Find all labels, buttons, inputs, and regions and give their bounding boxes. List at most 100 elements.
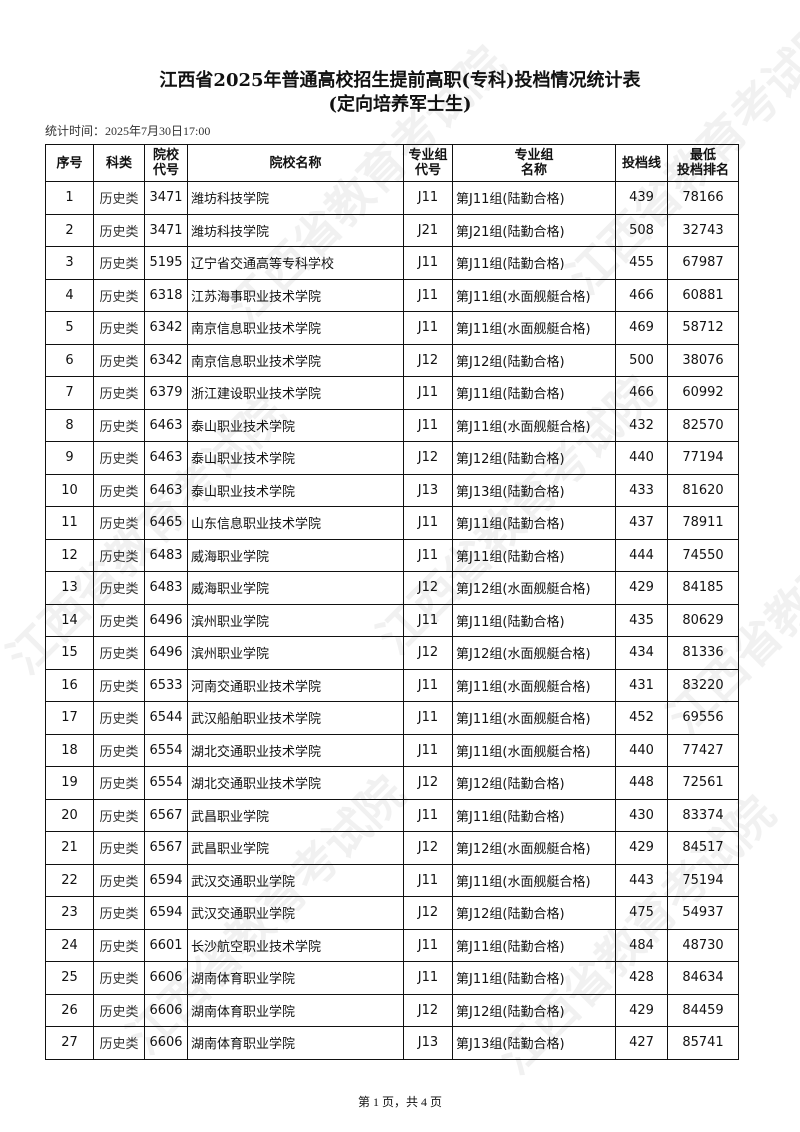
statistics-timestamp: 统计时间：2025年7月30日17:00: [45, 124, 211, 138]
group-code-cell: J12: [403, 636, 453, 670]
category-cell: 历史类: [93, 798, 145, 832]
category-cell: 历史类: [93, 863, 145, 897]
school-code-cell: 6318: [144, 278, 188, 312]
index-cell: 13: [45, 571, 94, 605]
table-row: 10 历史类 6463 泰山职业技术学院 J13 第J13组(陆勤合格) 433 81620: [45, 473, 739, 507]
table-row: 6 历史类 6342 南京信息职业技术学院 J12 第J12组(陆勤合格) 500 38076: [45, 343, 739, 377]
index-cell: 23: [45, 896, 94, 930]
min-rank-cell: 77194: [667, 441, 739, 475]
group-code-cell: J11: [403, 181, 453, 215]
table-row: 3 历史类 5195 辽宁省交通高等专科学校 J11 第J11组(陆勤合格) 455 6798…: [45, 246, 739, 280]
group-code-cell: J12: [403, 831, 453, 865]
index-cell: 8: [45, 408, 94, 442]
score-line-cell: 433: [615, 473, 668, 507]
min-rank-cell: 67987: [667, 246, 739, 280]
min-rank-cell: 78166: [667, 181, 739, 215]
index-cell: 3: [45, 246, 94, 280]
group-code-cell: J11: [403, 733, 453, 767]
score-line-cell: 430: [615, 798, 668, 832]
school-code-cell: 6606: [144, 1026, 188, 1060]
table-row: 13 历史类 6483 威海职业学院 J12 第J12组(水面舰艇合格) 429 84185: [45, 571, 739, 605]
school-name-cell: 滨州职业学院: [187, 603, 404, 637]
table-header-row: 序号 科类 院校 代号 院校名称 专业组 代号 专业组 名称 投档线 最低 投档排名: [45, 144, 739, 182]
group-code-cell: J12: [403, 896, 453, 930]
school-code-cell: 6465: [144, 506, 188, 540]
score-line-cell: 431: [615, 668, 668, 702]
school-name-cell: 辽宁省交通高等专科学校: [187, 246, 404, 280]
group-name-cell: 第J11组(陆勤合格): [452, 928, 616, 962]
group-code-cell: J11: [403, 246, 453, 280]
group-name-cell: 第J12组(陆勤合格): [452, 993, 616, 1027]
group-name-cell: 第J11组(陆勤合格): [452, 181, 616, 215]
category-cell: 历史类: [93, 473, 145, 507]
school-name-cell: 武汉交通职业学院: [187, 896, 404, 930]
category-cell: 历史类: [93, 506, 145, 540]
group-code-cell: J11: [403, 408, 453, 442]
school-code-cell: 6496: [144, 636, 188, 670]
table-row: 7 历史类 6379 浙江建设职业技术学院 J11 第J11组(陆勤合格) 466 60992: [45, 376, 739, 410]
school-name-cell: 潍坊科技学院: [187, 213, 404, 247]
table-row: 23 历史类 6594 武汉交通职业学院 J12 第J12组(陆勤合格) 475 54937: [45, 896, 739, 930]
group-code-cell: J11: [403, 798, 453, 832]
school-name-cell: 山东信息职业技术学院: [187, 506, 404, 540]
index-cell: 14: [45, 603, 94, 637]
group-code-cell: J11: [403, 311, 453, 345]
col-score-line-header: 投档线: [615, 144, 668, 182]
category-cell: 历史类: [93, 311, 145, 345]
category-cell: 历史类: [93, 408, 145, 442]
min-rank-cell: 72561: [667, 766, 739, 800]
group-name-cell: 第J11组(水面舰艇合格): [452, 668, 616, 702]
table-row: 21 历史类 6567 武昌职业学院 J12 第J12组(水面舰艇合格) 429 84517: [45, 831, 739, 865]
group-code-cell: J12: [403, 993, 453, 1027]
min-rank-cell: 48730: [667, 928, 739, 962]
table-row: 12 历史类 6483 威海职业学院 J11 第J11组(陆勤合格) 444 74550: [45, 538, 739, 572]
category-cell: 历史类: [93, 733, 145, 767]
min-rank-cell: 81620: [667, 473, 739, 507]
col-min-rank-header: 最低 投档排名: [667, 144, 739, 182]
group-name-cell: 第J11组(陆勤合格): [452, 376, 616, 410]
group-name-cell: 第J12组(陆勤合格): [452, 766, 616, 800]
school-code-cell: 6554: [144, 766, 188, 800]
min-rank-cell: 60881: [667, 278, 739, 312]
table-row: 24 历史类 6601 长沙航空职业技术学院 J11 第J11组(陆勤合格) 484 4873…: [45, 928, 739, 962]
index-cell: 6: [45, 343, 94, 377]
group-name-cell: 第J11组(陆勤合格): [452, 506, 616, 540]
index-cell: 20: [45, 798, 94, 832]
table-row: 11 历史类 6465 山东信息职业技术学院 J11 第J11组(陆勤合格) 437 7891…: [45, 506, 739, 540]
school-name-cell: 南京信息职业技术学院: [187, 343, 404, 377]
school-name-cell: 湖北交通职业技术学院: [187, 766, 404, 800]
school-code-cell: 6601: [144, 928, 188, 962]
min-rank-cell: 84517: [667, 831, 739, 865]
school-name-cell: 武汉船舶职业技术学院: [187, 701, 404, 735]
group-name-cell: 第J11组(陆勤合格): [452, 603, 616, 637]
score-line-cell: 429: [615, 993, 668, 1027]
table-row: 19 历史类 6554 湖北交通职业技术学院 J12 第J12组(陆勤合格) 448 7256…: [45, 766, 739, 800]
score-line-cell: 440: [615, 733, 668, 767]
index-cell: 15: [45, 636, 94, 670]
school-code-cell: 6342: [144, 311, 188, 345]
index-cell: 25: [45, 961, 94, 995]
table-row: 15 历史类 6496 滨州职业学院 J12 第J12组(水面舰艇合格) 434 81336: [45, 636, 739, 670]
group-code-cell: J21: [403, 213, 453, 247]
school-code-cell: 6483: [144, 538, 188, 572]
school-name-cell: 湖南体育职业学院: [187, 993, 404, 1027]
school-code-cell: 6554: [144, 733, 188, 767]
col-school-code-header: 院校 代号: [144, 144, 188, 182]
table-row: 16 历史类 6533 河南交通职业技术学院 J11 第J11组(水面舰艇合格) 431 83…: [45, 668, 739, 702]
score-line-cell: 439: [615, 181, 668, 215]
category-cell: 历史类: [93, 701, 145, 735]
score-line-cell: 432: [615, 408, 668, 442]
score-line-cell: 429: [615, 571, 668, 605]
table-row: 27 历史类 6606 湖南体育职业学院 J13 第J13组(陆勤合格) 427 85741: [45, 1026, 739, 1060]
group-name-cell: 第J11组(水面舰艇合格): [452, 733, 616, 767]
page-subtitle: (定向培养军士生): [328, 94, 472, 115]
category-cell: 历史类: [93, 538, 145, 572]
group-name-cell: 第J11组(水面舰艇合格): [452, 863, 616, 897]
school-code-cell: 6544: [144, 701, 188, 735]
col-group-code-header: 专业组 代号: [403, 144, 453, 182]
category-cell: 历史类: [93, 603, 145, 637]
group-code-cell: J11: [403, 506, 453, 540]
category-cell: 历史类: [93, 993, 145, 1027]
table-row: 2 历史类 3471 潍坊科技学院 J21 第J21组(陆勤合格) 508 32743: [45, 213, 739, 247]
category-cell: 历史类: [93, 441, 145, 475]
